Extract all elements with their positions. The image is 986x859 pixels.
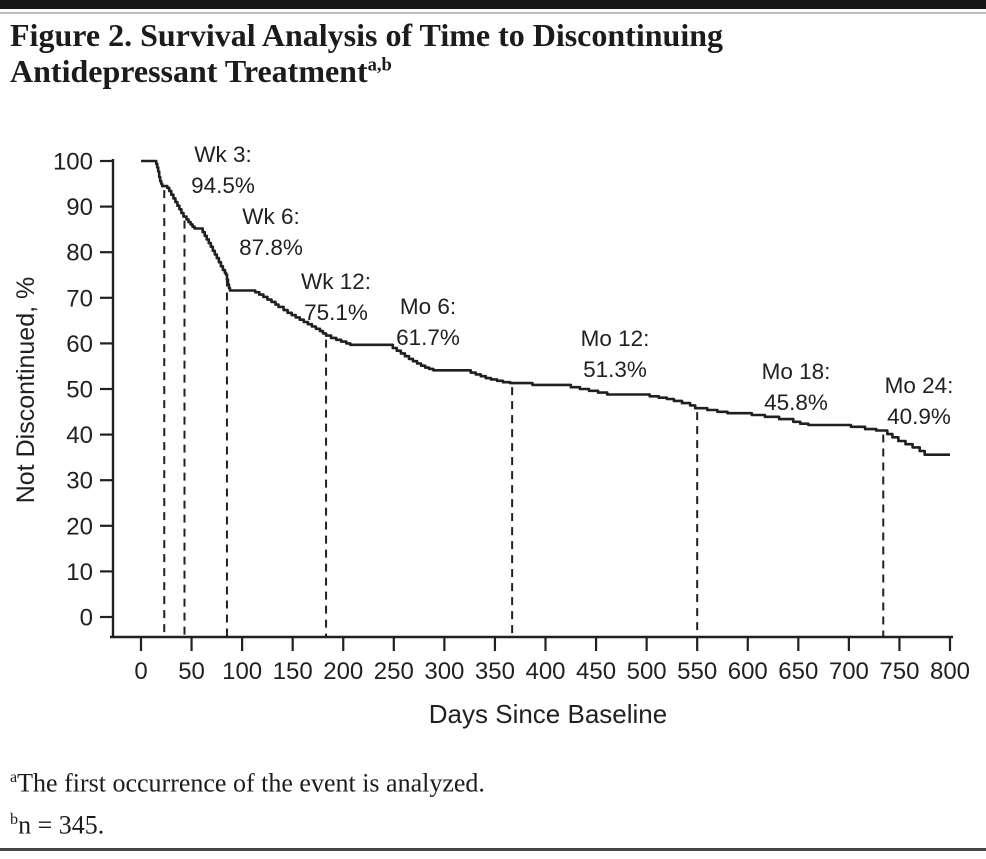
milestone-value: 94.5% [191, 173, 255, 198]
y-tick-label: 30 [66, 468, 93, 495]
y-tick-label: 80 [66, 240, 93, 267]
x-tick-label: 750 [879, 658, 919, 685]
title-superscript: a,b [367, 54, 392, 76]
milestone-label: Wk 6: [242, 204, 300, 229]
x-tick-label: 650 [778, 658, 818, 685]
milestone-value: 40.9% [887, 404, 951, 429]
milestone-annotation-mo24: Mo 24: 40.9% [854, 370, 984, 432]
y-tick-label: 90 [66, 194, 93, 221]
survival-curve [141, 159, 950, 456]
footnote-b: bn = 345. [10, 802, 485, 844]
x-tick-label: 450 [576, 658, 616, 685]
milestone-label: Mo 6: [399, 294, 457, 319]
top-black-bar [0, 0, 986, 9]
x-tick-label: 550 [677, 658, 717, 685]
milestone-label: Mo 12: [580, 326, 650, 351]
x-tick-label: 150 [273, 658, 313, 685]
milestone-annotation-wk3: Wk 3: 94.5% [158, 139, 288, 201]
footnote-a-marker: a [10, 769, 18, 786]
milestone-label: Mo 18: [761, 359, 831, 384]
y-tick-label: 40 [66, 422, 93, 449]
milestone-annotation-mo6: Mo 6: 61.7% [363, 291, 493, 353]
milestone-annotation-wk6: Wk 6: 87.8% [206, 201, 336, 263]
footnote-a: aThe first occurrence of the event is an… [10, 760, 485, 802]
bottom-rule [0, 848, 986, 851]
y-tick-label: 60 [66, 331, 93, 358]
x-tick-label: 600 [728, 658, 768, 685]
figure-title: Figure 2. Survival Analysis of Time to D… [10, 17, 910, 90]
x-axis-label: Days Since Baseline [428, 699, 668, 729]
milestone-value: 45.8% [764, 390, 828, 415]
milestone-value: 51.3% [583, 357, 647, 382]
y-tick-label: 20 [66, 513, 93, 540]
x-tick-label: 0 [134, 658, 147, 685]
x-tick-label: 100 [222, 658, 262, 685]
figure-title-text: Figure 2. Survival Analysis of Time to D… [10, 17, 723, 89]
y-tick-label: 0 [80, 605, 93, 632]
milestone-annotation-mo12: Mo 12: 51.3% [550, 323, 680, 385]
x-tick-label: 50 [178, 658, 205, 685]
milestone-label: Wk 3: [194, 142, 252, 167]
x-tick-label: 300 [424, 658, 464, 685]
top-gray-rule [0, 12, 986, 14]
milestone-value: 87.8% [239, 235, 303, 260]
x-tick-label: 200 [323, 658, 363, 685]
x-tick-label: 400 [525, 658, 565, 685]
x-tick-label: 800 [930, 658, 970, 685]
figure-footnotes: aThe first occurrence of the event is an… [10, 760, 485, 843]
milestone-label: Mo 24: [884, 373, 954, 398]
y-tick-label: 10 [66, 559, 93, 586]
x-tick-label: 700 [829, 658, 869, 685]
milestone-annotation-wk12: Wk 12: 75.1% [271, 266, 401, 328]
milestone-value: 75.1% [304, 300, 368, 325]
x-tick-label: 350 [475, 658, 515, 685]
x-tick-label: 250 [374, 658, 414, 685]
y-tick-label: 70 [66, 285, 93, 312]
footnote-b-marker: b [10, 810, 19, 828]
milestone-value: 61.7% [396, 325, 460, 350]
y-tick-label: 100 [53, 149, 93, 176]
y-tick-label: 50 [66, 377, 93, 404]
milestone-label: Wk 12: [300, 269, 372, 294]
x-tick-label: 500 [627, 658, 667, 685]
footnote-a-text: The first occurrence of the event is ana… [17, 768, 485, 798]
y-axis-label: Not Discontinued, % [12, 276, 40, 504]
footnote-b-text: n = 345. [18, 810, 105, 840]
milestone-annotation-mo18: Mo 18: 45.8% [731, 356, 861, 418]
